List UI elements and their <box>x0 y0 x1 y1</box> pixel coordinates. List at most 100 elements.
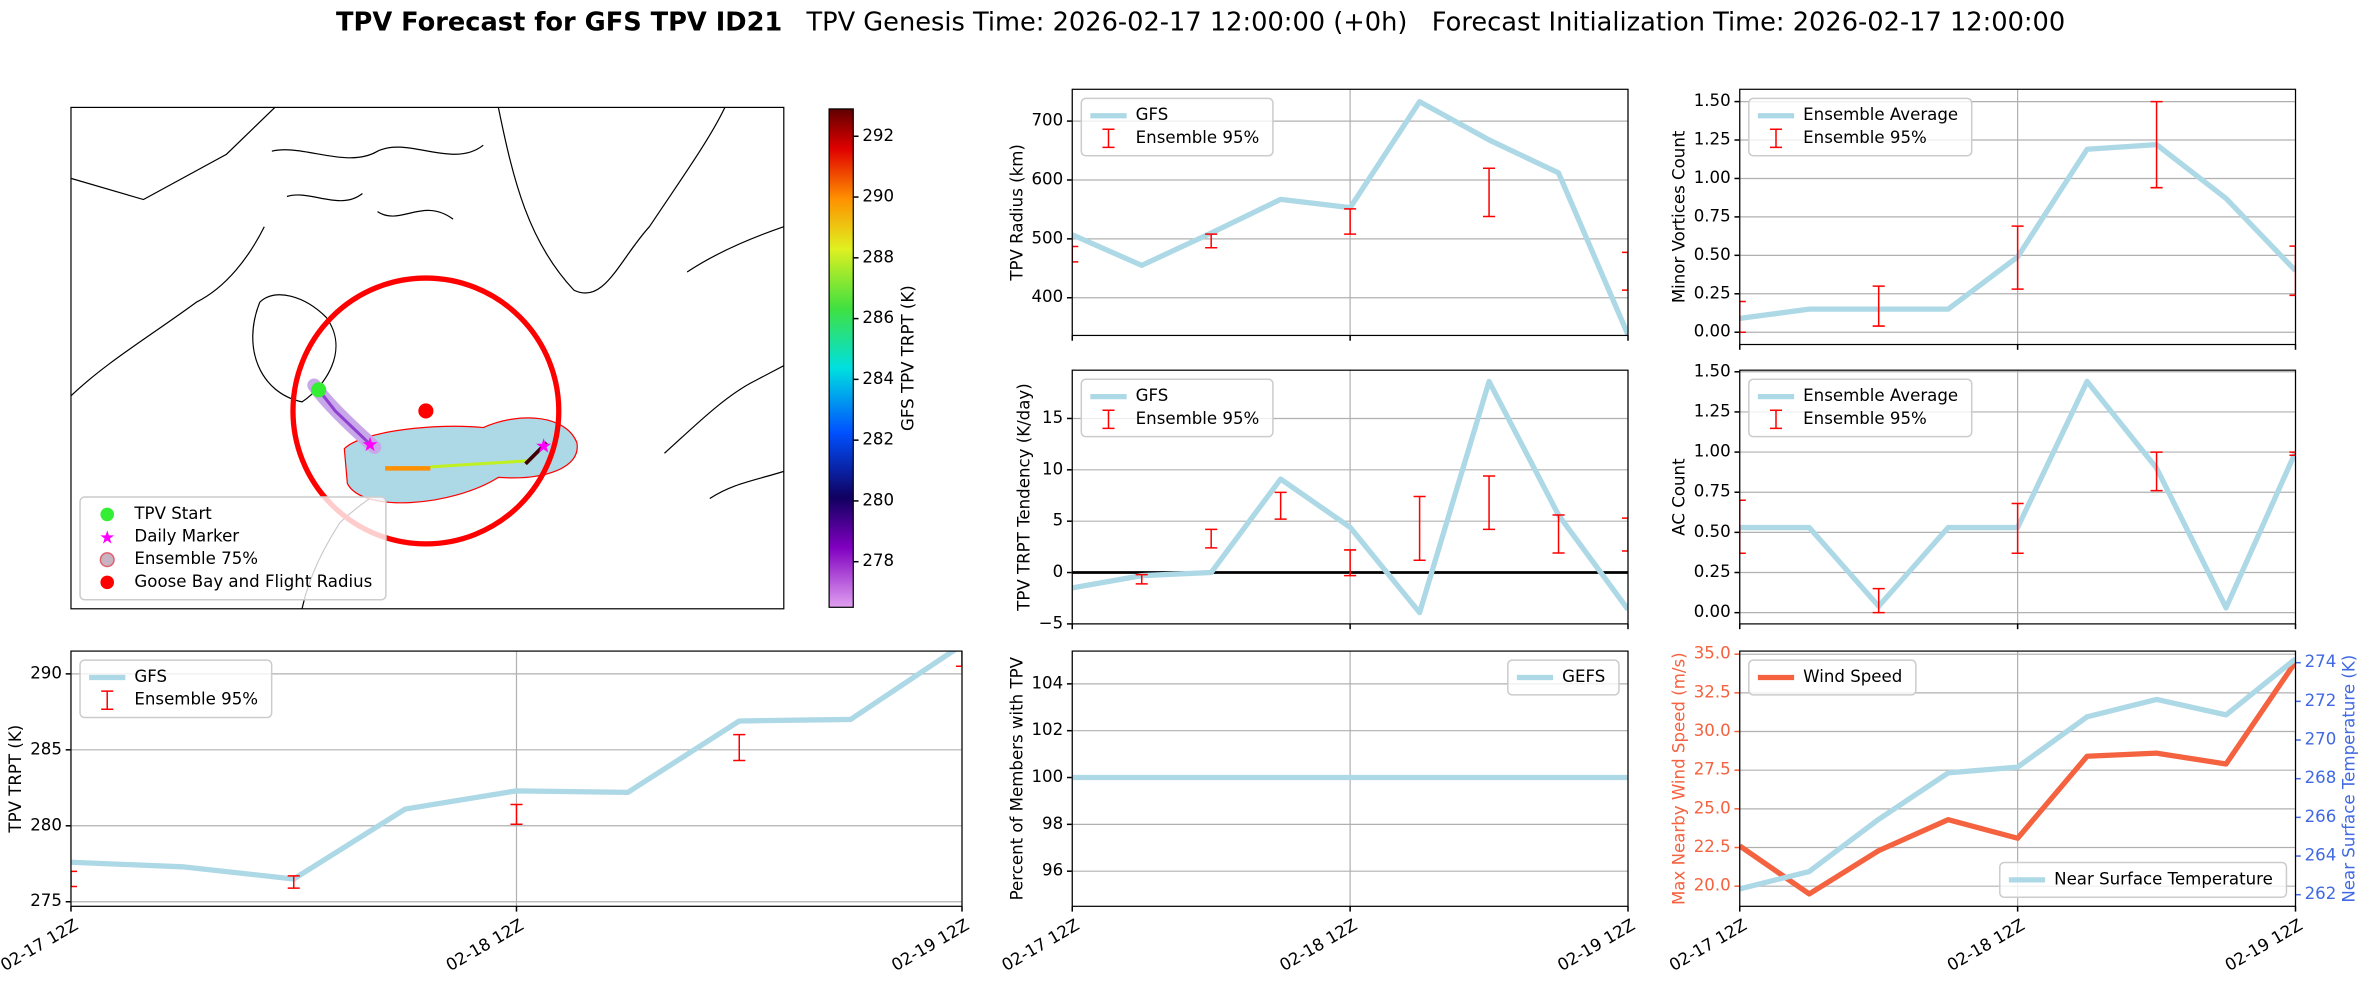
legend-box <box>1080 97 1274 157</box>
y-tick-label: 1.50 <box>1694 361 1731 380</box>
y-axis-label: Minor Vortices Count <box>1670 130 1689 303</box>
title: TPV Forecast for GFS TPV ID21 <box>336 7 782 37</box>
y-tick-label: 0 <box>1053 562 1064 581</box>
legend-swatch <box>101 690 114 710</box>
coastline <box>70 107 276 201</box>
legend: Near Surface Temperature <box>1999 861 2288 898</box>
legend: GEFS <box>1507 659 1620 696</box>
error-bar <box>1483 167 1496 218</box>
colorbar <box>828 108 854 608</box>
y-tick-label: 0.50 <box>1694 522 1731 541</box>
error-bar <box>2150 451 2163 492</box>
error-bar <box>510 803 523 826</box>
legend-box <box>1748 97 1973 157</box>
y-axis-label: AC Count <box>1670 458 1689 536</box>
x-tick-label: 02-17 12Z <box>1666 915 1750 974</box>
error-bar <box>70 870 78 888</box>
y-tick-label: 35.0 <box>1694 644 1731 663</box>
y-axis-label: TPV TRPT (K) <box>6 725 25 834</box>
coastline <box>271 144 484 220</box>
plot-area <box>1739 100 2296 333</box>
y-tick-label: 1.00 <box>1694 168 1731 187</box>
legend-label: Ensemble Average <box>1803 386 1958 405</box>
x-tick-label: 02-19 12Z <box>888 915 972 974</box>
series-line <box>1072 378 1628 616</box>
x-tick-label: 02-18 12Z <box>1944 915 2028 974</box>
legend-box <box>1080 378 1274 438</box>
x-tick-label: 02-17 12Z <box>999 915 1083 974</box>
subtitle: TPV Genesis Time: 2026-02-17 12:00:00 (+… <box>805 7 2065 37</box>
error-bar <box>955 651 962 668</box>
y-tick-label: 32.5 <box>1694 682 1731 701</box>
legend: Ensemble Average Ensemble 95% <box>1748 378 1973 438</box>
error-bar <box>1872 587 1885 614</box>
y-tick-label: 96 <box>1042 861 1063 880</box>
colorbar-tick-label: 292 <box>862 126 894 145</box>
error-bar <box>1205 233 1218 249</box>
legend: Ensemble Average Ensemble 95% <box>1748 97 1973 157</box>
legend-swatch <box>100 575 115 590</box>
axes-frame <box>70 650 963 907</box>
error-bar <box>1205 528 1218 549</box>
error-bar <box>2011 502 2024 554</box>
x-tick-label: 02-19 12Z <box>2222 915 2306 974</box>
plot-area <box>1739 378 2296 614</box>
plot-area <box>1739 656 2296 897</box>
legend-box <box>79 496 387 601</box>
y-tick-label: 0.00 <box>1694 602 1731 621</box>
plot-area <box>1072 99 1628 336</box>
y-tick-label: 0.75 <box>1694 206 1731 225</box>
y2-tick-label: 274 <box>2305 652 2337 671</box>
y-axis-label: TPV Radius (km) <box>1007 144 1026 282</box>
legend-label: GFS <box>134 667 167 686</box>
axes-frame <box>1739 650 2297 907</box>
error-bar <box>2289 451 2296 457</box>
error-bar <box>1135 573 1148 585</box>
error-bar <box>2011 225 2024 290</box>
legend-label: GFS <box>1136 386 1169 405</box>
daily-marker: ★ <box>535 435 553 458</box>
y-tick-label: 400 <box>1031 287 1063 306</box>
y-tick-label: 0.25 <box>1694 283 1731 302</box>
y-tick-label: 20.0 <box>1694 876 1731 895</box>
y-tick-label: 285 <box>30 739 62 758</box>
legend-label: Goose Bay and Flight Radius <box>134 572 372 591</box>
goose-bay <box>418 403 434 419</box>
track <box>524 441 549 466</box>
axes-frame <box>1739 88 2297 346</box>
y-tick-label: 280 <box>30 815 62 834</box>
coastline <box>497 107 726 294</box>
y-tick-label: 100 <box>1031 767 1063 786</box>
y2-tick-label: 272 <box>2305 691 2337 710</box>
y-tick-label: 30.0 <box>1694 721 1731 740</box>
y-axis-label: Max Nearby Wind Speed (m/s) <box>1670 652 1689 905</box>
y-tick-label: 22.5 <box>1694 837 1731 856</box>
legend-label: GFS <box>1136 105 1169 124</box>
x-tick-label: 02-19 12Z <box>1554 915 1638 974</box>
y2-tick-label: 268 <box>2305 768 2337 787</box>
legend-label: Ensemble 95% <box>1136 128 1260 147</box>
error-bar <box>2150 100 2163 189</box>
track <box>317 388 372 446</box>
tpv-start <box>311 382 327 398</box>
colorbar-tick-label: 290 <box>862 187 894 206</box>
y-axis-label: TPV TRPT Tendency (K/day) <box>1015 383 1034 612</box>
legend-label: Ensemble Average <box>1803 105 1958 124</box>
y-tick-label: 0.75 <box>1694 482 1731 501</box>
error-bar <box>1621 517 1628 552</box>
x-tick-label: 02-18 12Z <box>443 915 527 974</box>
legend-label: GEFS <box>1562 667 1605 686</box>
track <box>430 459 529 469</box>
legend-box <box>1748 659 1917 696</box>
legend-label: TPV Start <box>133 504 212 523</box>
x-tick-label: 02-17 12Z <box>0 915 81 974</box>
error-bar <box>1621 251 1628 291</box>
y-tick-label: 600 <box>1031 169 1063 188</box>
y-tick-label: 98 <box>1042 814 1063 833</box>
legend: GFS Ensemble 95% <box>1080 378 1274 438</box>
legend-swatch <box>1102 409 1115 430</box>
series-line <box>1072 99 1628 336</box>
legend-label: Ensemble 95% <box>1136 409 1260 428</box>
y-tick-label: 104 <box>1031 673 1063 692</box>
